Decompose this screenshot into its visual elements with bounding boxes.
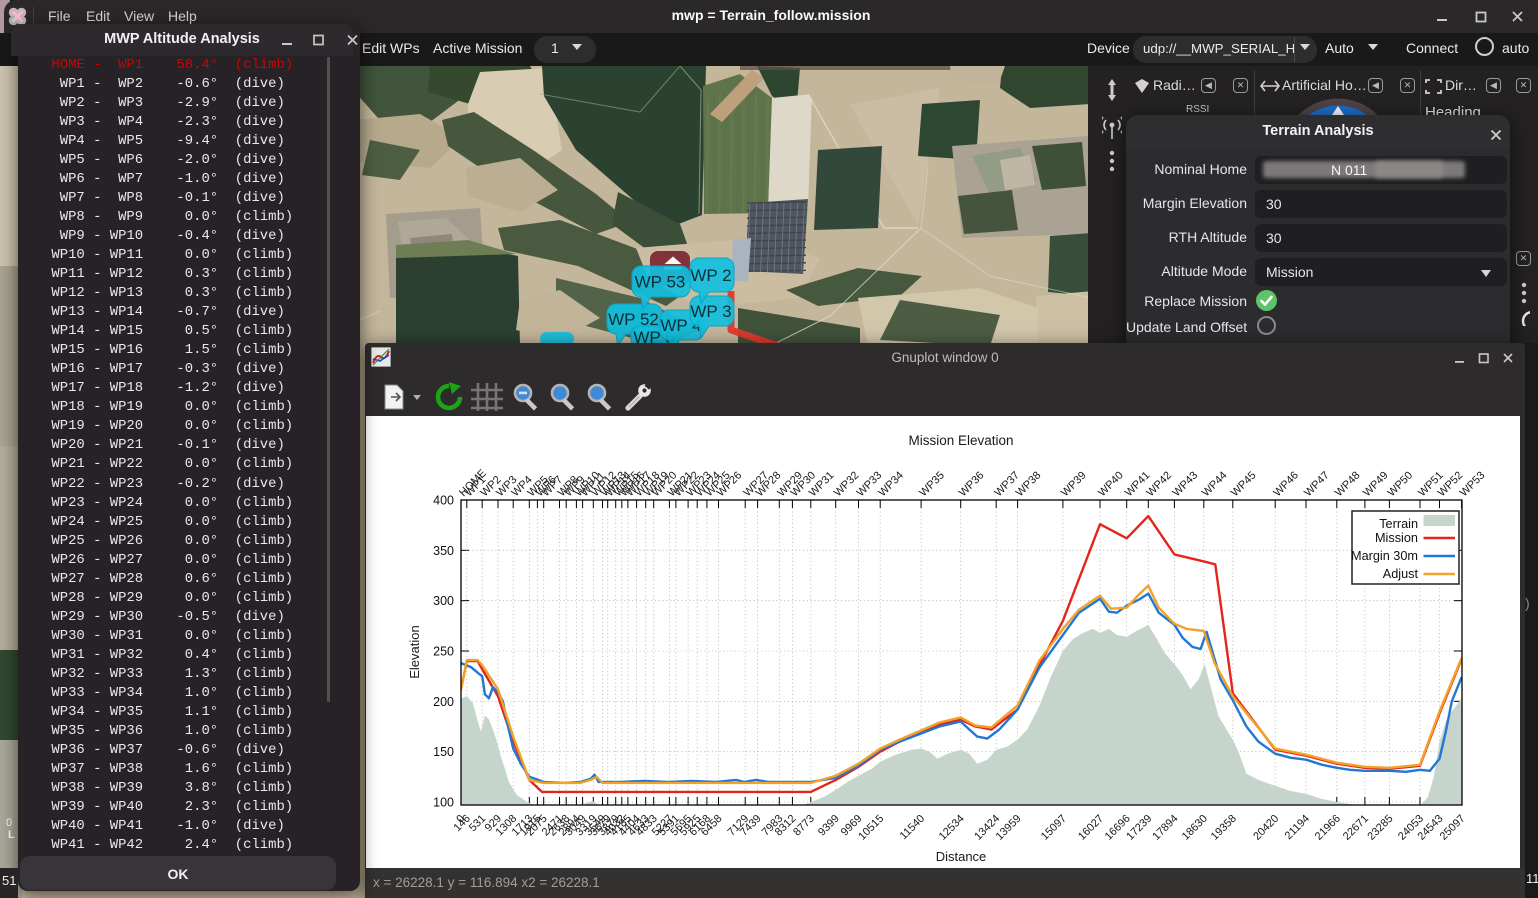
svg-text:100: 100: [433, 796, 454, 810]
svg-text:9399: 9399: [816, 813, 842, 839]
svg-text:WP 2: WP 2: [690, 266, 731, 285]
svg-text:350: 350: [433, 544, 454, 558]
svg-text:300: 300: [433, 594, 454, 608]
svg-text:21966: 21966: [1313, 813, 1343, 843]
svg-text:15097: 15097: [1039, 813, 1069, 843]
svg-text:WP46: WP46: [1271, 469, 1301, 499]
svg-text:8773: 8773: [791, 813, 817, 839]
svg-text:WP 3: WP 3: [690, 302, 731, 321]
svg-text:21194: 21194: [1283, 813, 1313, 843]
svg-text:WP38: WP38: [1014, 469, 1044, 499]
svg-text:WP36: WP36: [957, 469, 987, 499]
svg-text:WP 52: WP 52: [608, 310, 659, 329]
svg-text:WP42: WP42: [1144, 469, 1174, 499]
svg-text:Adjust: Adjust: [1383, 567, 1419, 581]
svg-text:WP 53: WP 53: [635, 273, 686, 292]
svg-text:25097: 25097: [1438, 813, 1468, 843]
svg-text:18630: 18630: [1180, 813, 1210, 843]
svg-text:Distance: Distance: [936, 849, 987, 864]
svg-text:WP43: WP43: [1171, 469, 1201, 499]
svg-text:WP32: WP32: [832, 469, 862, 499]
svg-text:WP50: WP50: [1386, 469, 1416, 499]
svg-text:WP35: WP35: [917, 469, 947, 499]
svg-text:12534: 12534: [937, 813, 967, 843]
svg-text:20420: 20420: [1251, 813, 1281, 843]
svg-text:16027: 16027: [1076, 813, 1106, 843]
svg-text:WP49: WP49: [1361, 469, 1391, 499]
svg-text:WP47: WP47: [1302, 469, 1332, 499]
svg-text:Margin 30m: Margin 30m: [1351, 549, 1418, 563]
svg-text:L: L: [8, 829, 15, 841]
svg-text:11540: 11540: [898, 813, 928, 843]
svg-text:WP39: WP39: [1059, 469, 1089, 499]
svg-text:WP53: WP53: [1458, 469, 1488, 499]
svg-text:0: 0: [6, 817, 12, 829]
svg-text:150: 150: [433, 745, 454, 759]
svg-text:250: 250: [433, 645, 454, 659]
svg-text:Mission Elevation: Mission Elevation: [908, 433, 1013, 448]
svg-text:Elevation: Elevation: [407, 625, 422, 678]
svg-text:23285: 23285: [1365, 813, 1395, 843]
svg-text:17894: 17894: [1150, 813, 1180, 843]
svg-text:200: 200: [433, 695, 454, 709]
svg-text:19358: 19358: [1209, 813, 1239, 843]
svg-text:10515: 10515: [856, 813, 886, 843]
svg-text:Terrain: Terrain: [1379, 517, 1418, 531]
svg-text:WP44: WP44: [1200, 469, 1230, 499]
svg-text:WP48: WP48: [1333, 469, 1363, 499]
svg-text:400: 400: [433, 494, 454, 508]
svg-text:WP34: WP34: [876, 469, 906, 499]
svg-text:22671: 22671: [1341, 813, 1371, 843]
svg-text:Mission: Mission: [1375, 531, 1418, 545]
svg-text:WP45: WP45: [1229, 469, 1259, 499]
svg-text:WP40: WP40: [1096, 469, 1126, 499]
